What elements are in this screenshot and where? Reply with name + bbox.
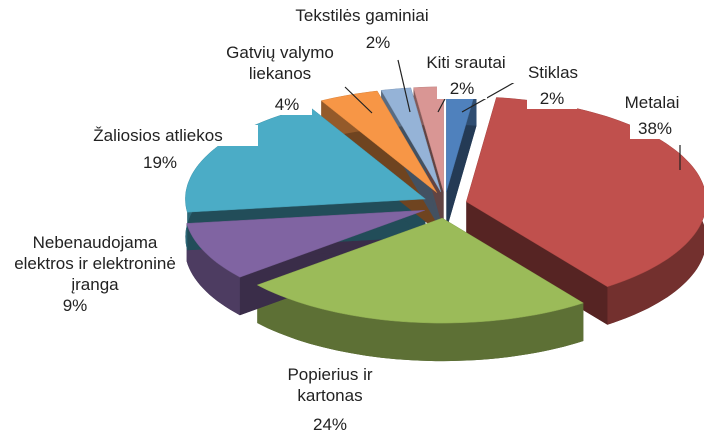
slice <box>186 209 425 278</box>
slice <box>320 90 438 193</box>
slice-label: Tekstilės gaminiai <box>262 5 462 26</box>
slice-side <box>186 223 240 316</box>
slice <box>256 217 584 324</box>
slice-wall <box>466 201 608 325</box>
slice-label: 2% <box>353 32 403 53</box>
slice-label: 38% <box>630 118 680 139</box>
slice-label: 9% <box>50 295 100 316</box>
slice-label: 2% <box>437 78 487 99</box>
slice <box>466 97 704 287</box>
slice-label: Stiklas <box>508 62 598 83</box>
slice-label: 2% <box>527 88 577 109</box>
leader-line <box>461 81 516 113</box>
slice <box>380 87 442 193</box>
slice-side <box>257 285 584 362</box>
slice-label: Žaliosios atliekos <box>58 125 258 146</box>
slice-label: Kiti srautai <box>411 52 521 73</box>
slice-label: 4% <box>262 94 312 115</box>
slice-label: 19% <box>135 152 185 173</box>
leader-line <box>397 59 411 113</box>
leader-line <box>344 86 373 114</box>
slice-label: Metalai <box>607 92 697 113</box>
slice-label: Gatvių valymo liekanos <box>210 42 350 84</box>
slice-label: 24% <box>305 414 355 435</box>
slice-label: Popierius ir kartonas <box>265 364 395 406</box>
slice-label: Nebenaudojama elektros ir elektroninė įr… <box>12 232 178 295</box>
